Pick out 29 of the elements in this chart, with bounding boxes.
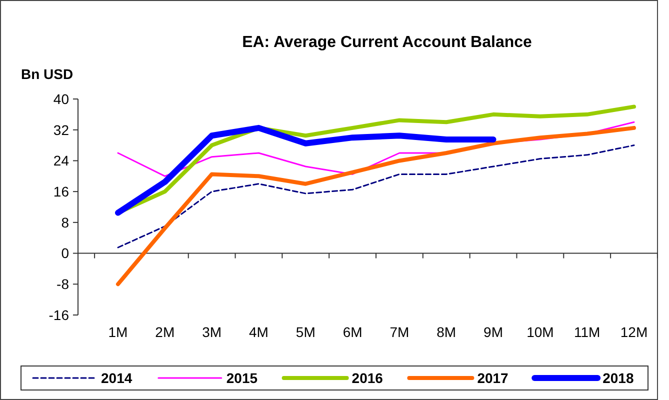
line-series [117, 144, 635, 248]
y-tick-label: 0 [61, 245, 70, 262]
y-tick-label: 40 [53, 90, 70, 107]
x-tick-label: 10M [526, 324, 554, 340]
y-tick-label: 24 [53, 152, 70, 169]
y-tick-label: 32 [53, 122, 70, 138]
x-tick-label: 11M [574, 324, 600, 340]
y-tick-label: -16 [48, 306, 70, 323]
y-tick-label: 8 [61, 214, 70, 230]
x-tick-label: 1M [108, 324, 128, 340]
x-tick-label: 12M [620, 324, 648, 340]
y-tick-label: -8 [56, 276, 70, 292]
x-tick-label: 6M [342, 324, 362, 340]
x-tick-label: 4M [249, 324, 268, 340]
legend-label: 2016 [352, 370, 384, 386]
x-tick-label: 8M [436, 324, 456, 340]
x-tick-label: 3M [202, 324, 222, 340]
x-tick-label: 9M [484, 324, 503, 340]
y-axis-title: Bn USD [21, 66, 74, 82]
legend-label: 2018 [602, 370, 634, 386]
x-tick-label: 7M [390, 324, 410, 340]
chart-title: EA: Average Current Account Balance [242, 34, 532, 51]
x-tick-label: 5M [296, 324, 316, 340]
x-tick-label: 2M [155, 324, 175, 340]
legend-label: 2015 [226, 370, 258, 386]
y-tick-label: 16 [53, 183, 70, 200]
legend-label: 2014 [101, 370, 132, 386]
legend-label: 2017 [477, 370, 509, 386]
line-series [116, 126, 636, 286]
